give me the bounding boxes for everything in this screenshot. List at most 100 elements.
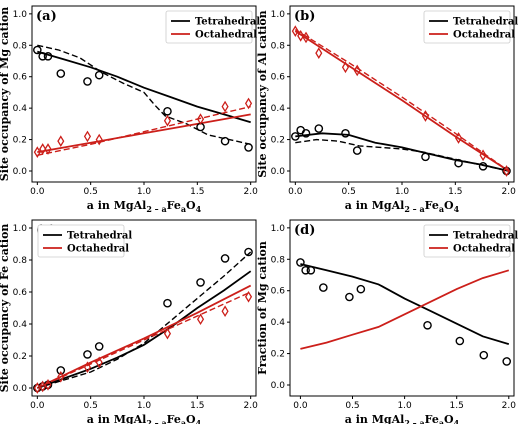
- data-point-circle: [454, 158, 463, 168]
- data-point-diamond: [221, 100, 229, 113]
- series-line-octahedral: [36, 284, 252, 389]
- series-line-tetrahedral: [37, 50, 251, 124]
- data-point-circle: [43, 51, 53, 61]
- series-line-tetrahedral-dashed: [37, 44, 251, 145]
- data-point-circle: [455, 336, 465, 346]
- data-point-circle: [83, 350, 92, 359]
- y-axis-title: Site occupancy of Fe cation: [0, 224, 11, 393]
- x-axis-title-part: Fe: [425, 199, 439, 212]
- legend-entry: Octahedral: [453, 244, 515, 255]
- series-line-tetrahedral: [300, 263, 510, 345]
- x-axis-title-part: a: [439, 418, 444, 424]
- y-tick-label: 0.8: [13, 41, 28, 51]
- y-tick-label: 0.2: [271, 136, 285, 146]
- data-point-circle: [38, 51, 47, 61]
- x-axis-title-part: 2 – a: [404, 418, 424, 424]
- legend-box: [37, 224, 125, 258]
- x-tick-label: 0.0: [30, 401, 45, 411]
- series-line-octahedral-dashed: [37, 291, 251, 389]
- y-tick-label: 0.2: [13, 136, 27, 146]
- y-tick-label: 0.2: [13, 352, 27, 362]
- x-tick-label: 2.0: [502, 187, 517, 197]
- series-line-tetrahedral: [295, 132, 509, 172]
- data-point-circle: [33, 45, 42, 55]
- x-axis-title-part: O: [444, 199, 454, 212]
- x-axis-title-part: Fe: [167, 413, 181, 424]
- chart-panel-1: 0.0 0.5 1.0 1.5 2.0 0.0 0.2 0.4 0.6 0.8 1.0 (b) a in…: [256, 5, 518, 214]
- data-point-diamond: [44, 378, 52, 391]
- x-tick-label: 2.0: [244, 187, 259, 197]
- data-point-diamond: [196, 113, 205, 125]
- y-tick-label: 0.4: [13, 104, 28, 114]
- data-point-circle: [356, 284, 366, 294]
- data-point-diamond: [302, 31, 310, 44]
- x-tick-label: 1.5: [448, 187, 462, 197]
- x-axis-title-part: O: [186, 413, 196, 424]
- data-point-circle: [94, 70, 104, 80]
- y-tick-label: 0.0: [13, 384, 28, 394]
- y-tick-label: 0.8: [271, 41, 286, 51]
- x-tick-label: 0.0: [288, 187, 303, 197]
- series-line-octahedral: [37, 113, 251, 153]
- data-point-circle: [301, 128, 311, 138]
- chart-panel-0: 0.0 0.5 1.0 1.5 2.0 0.0 0.2 0.4 0.6 0.8 1.0 (a) a in…: [0, 5, 260, 214]
- x-axis-title-part: Fe: [167, 199, 181, 212]
- data-point-diamond: [95, 356, 103, 369]
- x-tick-label: 0.0: [30, 187, 45, 197]
- data-point-diamond: [57, 370, 65, 383]
- x-tick-label: 0.5: [84, 187, 98, 197]
- panel-label: (a): [36, 9, 57, 24]
- legend: Tetrahedral Octahedral: [423, 224, 518, 258]
- y-axis-title: Fraction of Mg cation: [256, 241, 269, 375]
- data-point-circle: [345, 292, 354, 302]
- y-tick-label: 1.0: [271, 10, 286, 20]
- legend-entry: Octahedral: [67, 244, 129, 255]
- x-axis-title-part: 2 – a: [404, 204, 424, 214]
- x-axis-title-part: O: [186, 199, 196, 212]
- data-point-circle: [220, 136, 230, 146]
- x-tick-label: 2.0: [244, 401, 259, 411]
- y-tick-label: 0.4: [271, 104, 286, 114]
- x-axis-title-part: a in MgAl: [345, 413, 405, 424]
- x-tick-label: 0.0: [293, 401, 308, 411]
- data-point-circle: [163, 106, 172, 116]
- y-tick-label: 0.4: [271, 318, 286, 328]
- y-tick-label: 0.0: [13, 167, 28, 177]
- x-tick-label: 1.5: [190, 187, 204, 197]
- data-point-diamond: [244, 97, 253, 110]
- x-axis-title-part: 2 – a: [146, 204, 166, 214]
- legend-box: [165, 10, 253, 44]
- data-point-circle: [421, 152, 430, 162]
- y-tick-label: 0.4: [13, 320, 28, 330]
- data-point-diamond: [57, 135, 65, 147]
- series-line-octahedral-dashed: [37, 105, 251, 156]
- x-axis-title-part: 4: [454, 204, 460, 214]
- data-point-circle: [196, 278, 205, 287]
- x-axis-title: a in MgAl2 – aFeaO4: [345, 413, 460, 424]
- data-point-diamond: [44, 143, 52, 155]
- data-point-circle: [94, 342, 104, 351]
- data-point-circle: [296, 258, 305, 267]
- x-tick-label: 1.0: [397, 401, 412, 411]
- y-axis-title: Site occupancy of Mg cation: [0, 7, 11, 182]
- data-point-diamond: [341, 61, 350, 74]
- data-point-circle: [341, 128, 350, 138]
- y-tick-label: 0.0: [271, 167, 286, 177]
- y-axis-title: Site occupancy of Al cation: [256, 10, 269, 177]
- data-point-diamond: [315, 47, 323, 59]
- data-point-circle: [319, 283, 328, 292]
- y-tick-label: 0.8: [13, 256, 28, 266]
- y-tick-label: 0.6: [13, 288, 28, 298]
- legend: Tetrahedral Octahedral: [37, 224, 132, 258]
- x-axis-title: a in MgAl2 – aFeaO4: [345, 199, 460, 214]
- legend-entry: Tetrahedral: [453, 231, 518, 242]
- legend-entry: Tetrahedral: [67, 231, 132, 242]
- series-line-octahedral: [294, 30, 510, 172]
- x-tick-label: 2.0: [502, 401, 517, 411]
- panel-label: (b): [294, 9, 315, 24]
- y-tick-label: 0.6: [13, 73, 28, 83]
- data-point-diamond: [33, 146, 41, 158]
- data-point-diamond: [291, 25, 299, 37]
- x-tick-label: 1.0: [137, 401, 152, 411]
- legend-box: [423, 10, 511, 44]
